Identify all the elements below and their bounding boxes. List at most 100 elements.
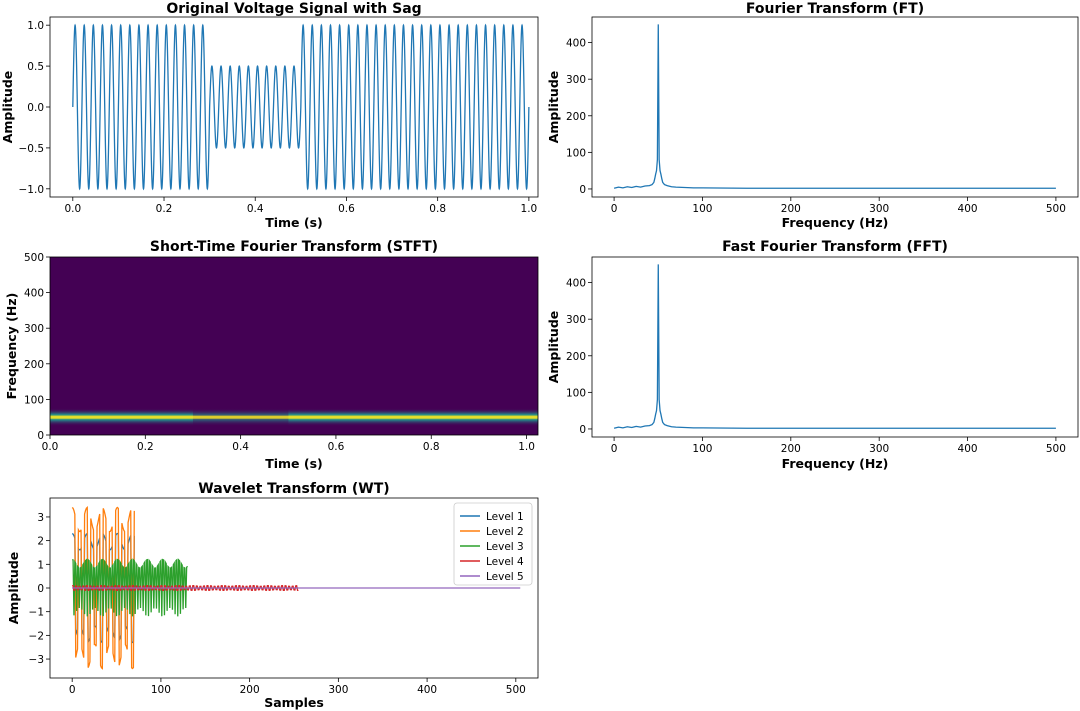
x-tick-label: 0.4 bbox=[247, 203, 264, 215]
y-tick-label: 2 bbox=[37, 536, 44, 548]
voltage-title: Original Voltage Signal with Sag bbox=[166, 1, 421, 17]
ft-spectrum-line bbox=[613, 24, 1056, 189]
wavelet-series-3 bbox=[71, 558, 189, 617]
legend-label: Level 4 bbox=[486, 556, 524, 568]
wavelet-series-2 bbox=[71, 506, 135, 670]
y-tick-label: 0.5 bbox=[27, 61, 44, 73]
ft-chart: Fourier Transform (FT) 0 100 200 300 400 5000… bbox=[546, 1, 1079, 230]
fft-spectrum-line bbox=[613, 264, 1056, 429]
x-tick-label: 1.0 bbox=[521, 203, 538, 215]
stft-axes-frame bbox=[49, 256, 539, 436]
wavelet-xlabel: Samples bbox=[264, 695, 324, 710]
fft-chart: Fast Fourier Transform (FFT) 0 100 200 300 4… bbox=[546, 239, 1079, 471]
stft-ylabel: Frequency (Hz) bbox=[4, 293, 19, 400]
x-tick-label: 500 bbox=[1046, 443, 1066, 455]
voltage-signal-line bbox=[72, 23, 530, 191]
ft-ylabel: Amplitude bbox=[546, 71, 561, 144]
y-tick-label: −0.5 bbox=[19, 143, 45, 155]
y-tick-label: 100 bbox=[24, 394, 44, 406]
x-tick-label: 0.0 bbox=[64, 203, 81, 215]
x-tick-label: 0 bbox=[611, 203, 618, 215]
y-tick-label: 0.0 bbox=[27, 102, 44, 114]
y-tick-label: 500 bbox=[24, 252, 44, 264]
fft-ticks: 0 100 200 300 400 500 0 100 200 300 400 bbox=[566, 278, 1066, 455]
wavelet-ticks: 0 100 200 300 400 500 −3 −2 −1 0 1 2 3 bbox=[29, 512, 526, 696]
x-tick-label: 200 bbox=[781, 443, 801, 455]
legend-label: Level 2 bbox=[486, 526, 524, 538]
x-tick-label: 0.0 bbox=[42, 441, 59, 453]
x-tick-label: 0.6 bbox=[338, 203, 355, 215]
stft-background bbox=[50, 257, 538, 435]
x-tick-label: 0.2 bbox=[137, 441, 154, 453]
x-tick-label: 300 bbox=[328, 684, 348, 696]
x-tick-label: 100 bbox=[151, 684, 171, 696]
y-tick-label: 0 bbox=[579, 424, 586, 436]
x-tick-label: 0.2 bbox=[156, 203, 173, 215]
x-tick-label: 1.0 bbox=[518, 441, 535, 453]
x-tick-label: 500 bbox=[1046, 203, 1066, 215]
y-tick-label: 100 bbox=[566, 387, 586, 399]
voltage-plot-area bbox=[72, 23, 530, 191]
x-tick-label: 0.8 bbox=[429, 203, 446, 215]
wavelet-title: Wavelet Transform (WT) bbox=[198, 481, 389, 497]
y-tick-label: −2 bbox=[29, 630, 44, 642]
voltage-xlabel: Time (s) bbox=[265, 215, 323, 230]
ft-xlabel: Frequency (Hz) bbox=[782, 215, 889, 230]
y-tick-label: 400 bbox=[566, 38, 586, 50]
voltage-chart: Original Voltage Signal with Sag 0.0 0.2 0… bbox=[0, 1, 539, 230]
y-tick-label: 200 bbox=[24, 359, 44, 371]
x-tick-label: 500 bbox=[506, 684, 526, 696]
y-tick-label: 400 bbox=[566, 278, 586, 290]
y-tick-label: 0 bbox=[37, 583, 44, 595]
y-tick-label: 300 bbox=[566, 74, 586, 86]
stft-band-peak bbox=[50, 415, 538, 419]
x-tick-label: 0.6 bbox=[328, 441, 345, 453]
x-tick-label: 300 bbox=[869, 203, 889, 215]
x-tick-label: 400 bbox=[417, 684, 437, 696]
legend-box bbox=[453, 502, 533, 586]
legend-label: Level 1 bbox=[486, 511, 524, 523]
y-tick-label: −1.0 bbox=[19, 184, 45, 196]
ft-axes-frame bbox=[591, 16, 1079, 198]
x-tick-label: 400 bbox=[958, 203, 978, 215]
x-tick-label: 0.4 bbox=[232, 441, 249, 453]
y-tick-label: 300 bbox=[566, 314, 586, 326]
fft-ylabel: Amplitude bbox=[546, 311, 561, 384]
voltage-ylabel: Amplitude bbox=[0, 71, 15, 144]
y-tick-label: 0 bbox=[37, 430, 44, 442]
ft-ticks: 0 100 200 300 400 500 0 100 200 300 400 bbox=[566, 38, 1066, 215]
fft-title: Fast Fourier Transform (FFT) bbox=[722, 239, 948, 255]
x-tick-label: 0.8 bbox=[423, 441, 440, 453]
x-tick-label: 300 bbox=[869, 443, 889, 455]
legend-label: Level 3 bbox=[486, 541, 524, 553]
y-tick-label: 0 bbox=[579, 184, 586, 196]
y-tick-label: 1.0 bbox=[27, 20, 44, 32]
stft-ticks: 0.0 0.2 0.4 0.6 0.8 1.0 0 100 200 300 400 500 bbox=[24, 252, 535, 453]
fft-axes-frame bbox=[591, 256, 1079, 438]
stft-title: Short-Time Fourier Transform (STFT) bbox=[150, 239, 438, 255]
y-tick-label: 200 bbox=[566, 351, 586, 363]
y-tick-label: 400 bbox=[24, 288, 44, 300]
wavelet-chart: Wavelet Transform (WT) 0 100 200 300 400 500 −… bbox=[6, 481, 539, 710]
fft-xlabel: Frequency (Hz) bbox=[782, 456, 889, 471]
wavelet-ylabel: Amplitude bbox=[6, 552, 21, 625]
x-tick-label: 100 bbox=[692, 443, 712, 455]
y-tick-label: −1 bbox=[29, 607, 44, 619]
stft-plot-area bbox=[50, 257, 538, 435]
fft-plot-area bbox=[613, 264, 1056, 429]
ft-title: Fourier Transform (FT) bbox=[746, 1, 924, 17]
y-tick-label: 100 bbox=[566, 147, 586, 159]
wavelet-legend: Level 1 Level 2 Level 3 Level 4 Level 5 bbox=[453, 502, 533, 586]
x-tick-label: 400 bbox=[958, 443, 978, 455]
y-tick-label: 3 bbox=[37, 512, 44, 524]
voltage-ticks: 0.0 0.2 0.4 0.6 0.8 1.0 −1.0 −0.5 0.0 0.5 1.0 bbox=[19, 20, 538, 215]
x-tick-label: 0 bbox=[611, 443, 618, 455]
legend-label: Level 5 bbox=[486, 571, 524, 583]
stft-chart: Short-Time Fourier Transform (STFT) 0.0 0… bbox=[4, 239, 539, 471]
stft-xlabel: Time (s) bbox=[265, 456, 323, 471]
y-tick-label: 300 bbox=[24, 323, 44, 335]
y-tick-label: 1 bbox=[37, 559, 44, 571]
x-tick-label: 0 bbox=[69, 684, 76, 696]
wavelet-plot-area bbox=[71, 506, 521, 670]
